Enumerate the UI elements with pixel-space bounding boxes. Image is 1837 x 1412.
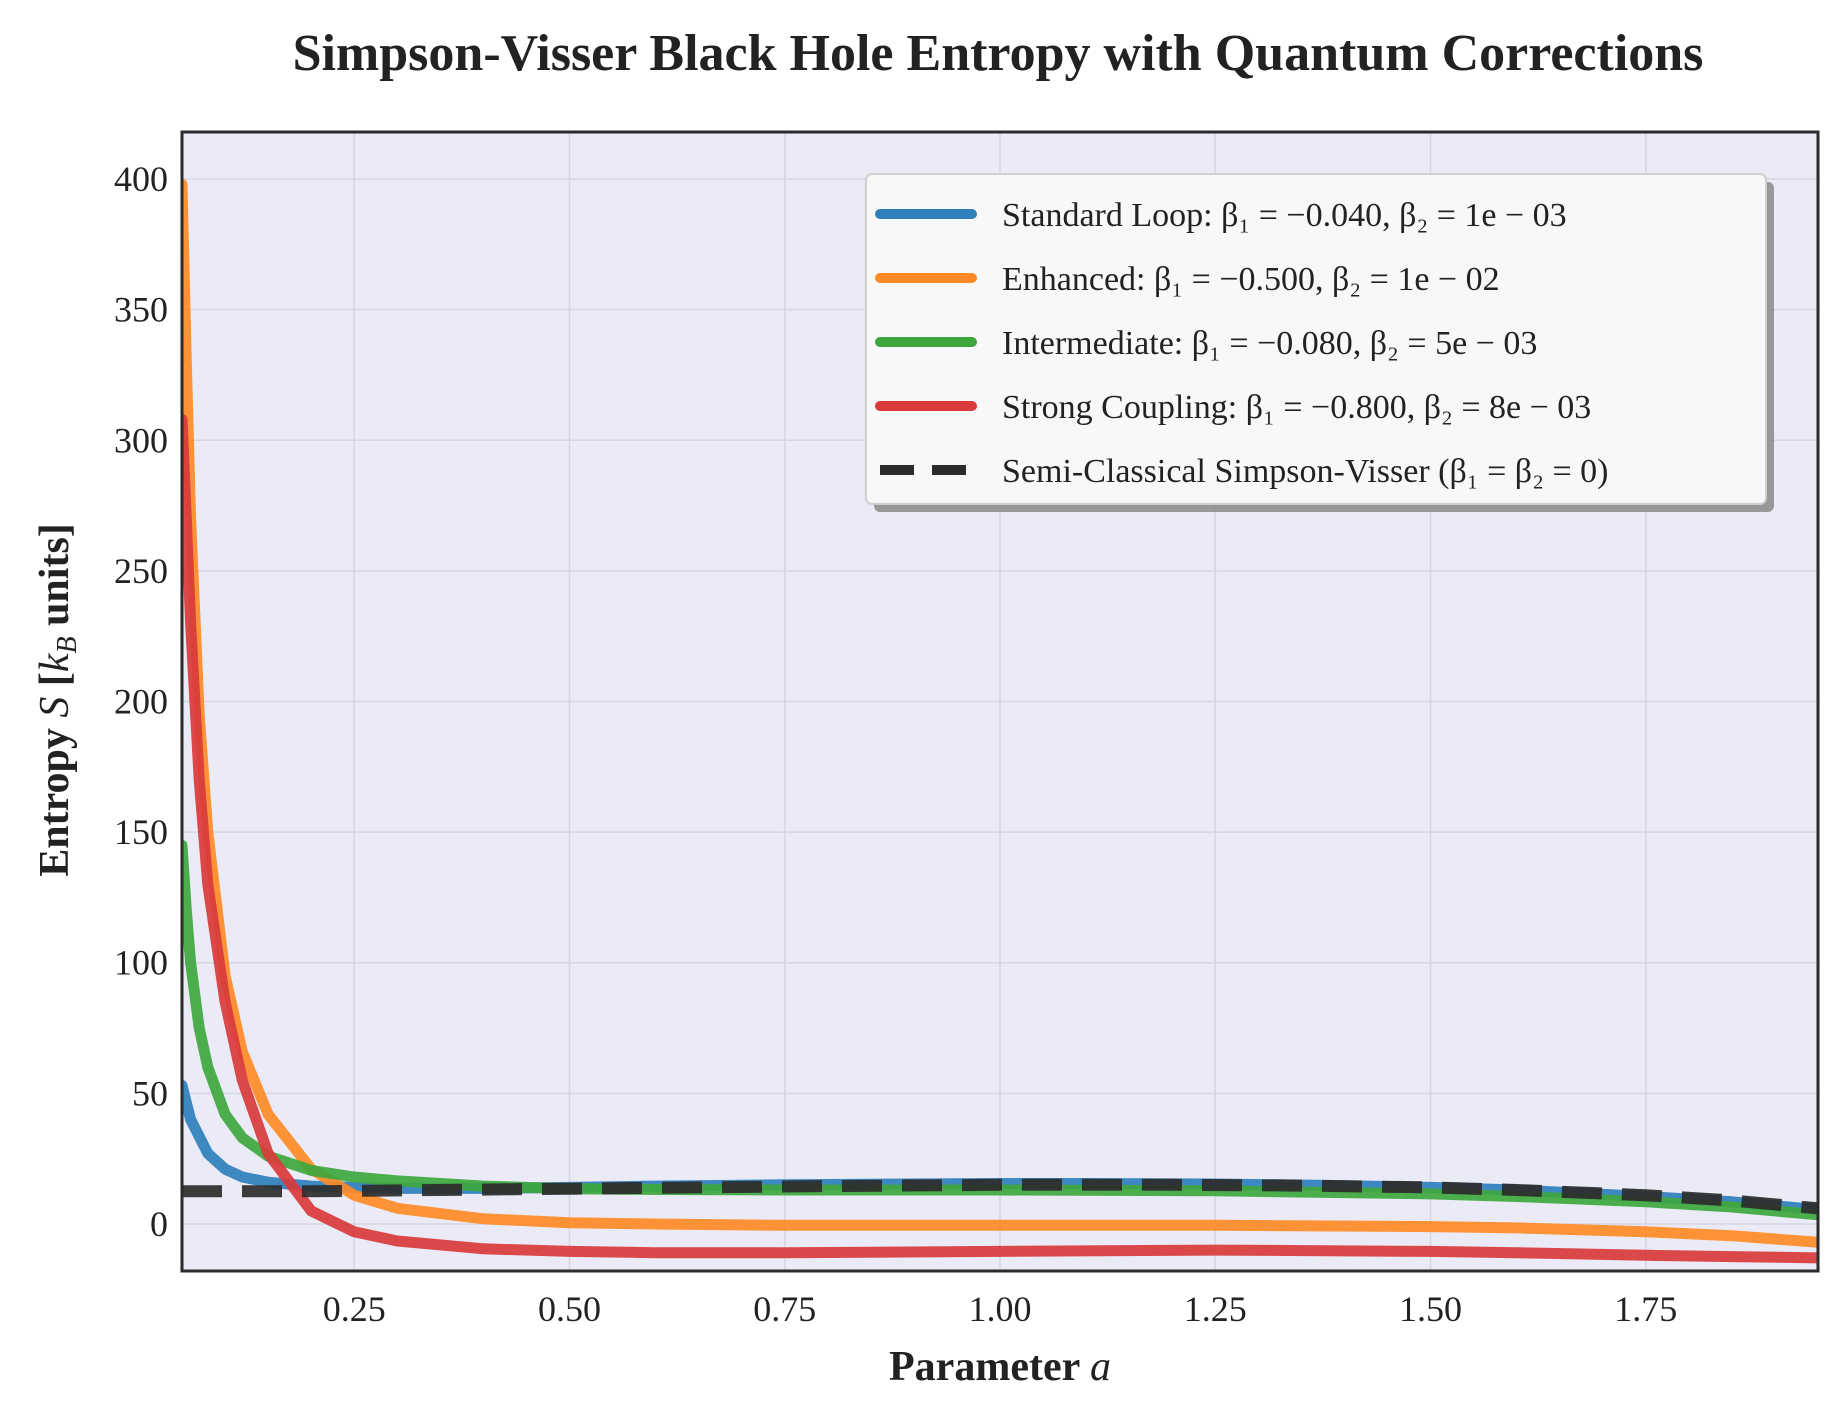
series-group [182,178,1818,1264]
y-tick-label: 250 [114,551,168,591]
y-tick-label: 300 [114,420,168,460]
y-tick-label: 200 [114,682,168,722]
series-line-strong-coupling [182,413,1818,1264]
x-tick-label: 0.75 [753,1289,816,1329]
series-line-semi-classical-simpson-visser [182,1178,1818,1215]
x-axis-label: Parameter a [889,1344,1111,1390]
y-tick-label: 100 [114,943,168,983]
x-tick-label: 1.50 [1399,1289,1462,1329]
x-tick-label: 1.00 [969,1289,1032,1329]
x-tick-label: 0.25 [323,1289,386,1329]
y-axis-ticks: 0 50 100 150 200 250 300 350 400 [114,159,168,1244]
x-axis-ticks: 0.25 0.50 0.75 1.00 1.25 1.50 1.75 [323,1289,1678,1329]
legend: Standard Loop: β₁ = −0.040, β₂ = 1e − 03… [865,173,1774,512]
y-tick-label: 150 [114,812,168,852]
x-tick-label: 0.50 [538,1289,601,1329]
y-tick-label: 400 [114,159,168,199]
y-axis-label: Entropy S [kB units] [32,523,83,877]
legend-label: Standard Loop: β₁ = −0.040, β₂ = 1e − 03 [1002,197,1567,234]
legend-label: Strong Coupling: β₁ = −0.800, β₂ = 8e − … [1002,389,1591,426]
plot-frame [180,130,1820,1273]
x-tick-label: 1.25 [1184,1289,1247,1329]
y-tick-label: 50 [132,1073,168,1113]
legend-label: Intermediate: β₁ = −0.080, β₂ = 5e − 03 [1002,325,1537,362]
legend-box [865,173,1767,505]
legend-label: Enhanced: β₁ = −0.500, β₂ = 1e − 02 [1002,261,1500,298]
y-tick-label: 350 [114,290,168,330]
x-tick-label: 1.75 [1614,1289,1677,1329]
legend-label: Semi-Classical Simpson-Visser (β₁ = β₂ =… [1002,453,1608,490]
chart-title: Simpson-Visser Black Hole Entropy with Q… [293,25,1704,82]
y-tick-label: 0 [150,1204,168,1244]
series-line-intermediate [182,839,1818,1221]
